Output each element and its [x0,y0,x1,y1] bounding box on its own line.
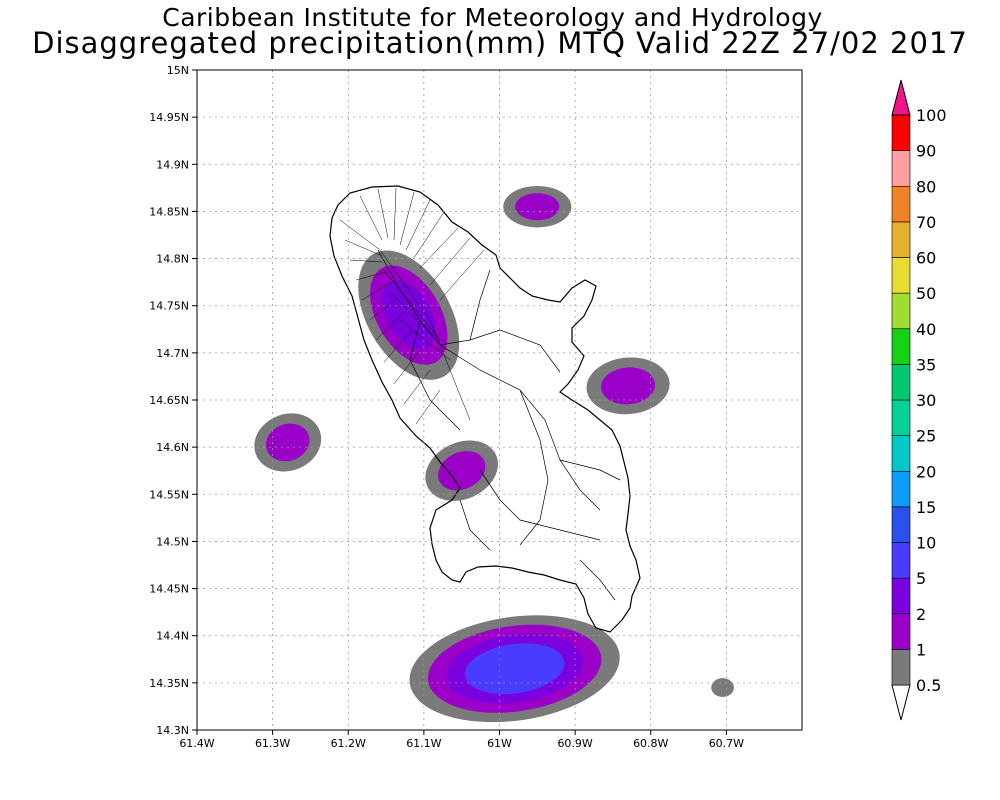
x-tick-label: 60.9W [557,737,592,750]
colorbar-label: 60 [916,249,936,268]
y-tick-label: 14.95N [149,111,189,124]
colorbar-label: 20 [916,462,936,481]
y-tick-label: 14.6N [156,441,189,454]
precipitation-layer [254,185,734,723]
colorbar-label: 15 [916,498,936,517]
colorbar-band [891,328,911,365]
colorbar-label: 1 [916,640,926,659]
colorbar-label: 90 [916,142,936,161]
martinique-coastline [329,185,641,633]
x-tick-label: 60.7W [709,737,744,750]
colorbar-band [891,364,911,401]
precip-contour [381,280,436,350]
river-network [339,187,485,425]
precip-contour [601,367,656,405]
colorbar-band [891,542,911,579]
x-tick-label: 61.2W [331,737,366,750]
colorbar-band [891,292,911,330]
y-tick-label: 14.9N [156,158,189,171]
colorbar-label: 25 [916,427,936,446]
colorbar-band [891,257,911,294]
y-tick-label: 14.35N [149,677,189,690]
y-tick-label: 14.5N [156,535,189,548]
colorbar-label: 30 [916,391,936,410]
x-tick-label: 61.3W [255,737,290,750]
colorbar-band [891,649,911,686]
y-tick-label: 14.3N [156,724,189,737]
colorbar-band [891,221,911,258]
x-tick-label: 61.1W [406,737,441,750]
island-outline [329,185,641,633]
colorbar-label: 5 [916,569,926,588]
precip-contour [438,451,486,491]
y-tick-label: 14.65N [149,394,189,407]
x-tick-label: 60.8W [633,737,668,750]
colorbar-band [891,577,911,615]
colorbar-low-arrow [891,684,911,721]
precip-contour [711,678,734,697]
title-line-1: Caribbean Institute for Meteorology and … [162,3,823,32]
x-tick-label: 61.4W [179,737,214,750]
y-tick-label: 14.4N [156,630,189,643]
colorbar-label: 50 [916,284,936,303]
precip-contour [515,193,560,221]
axis-ticks: 61.4W 61.3W 61.2W 61.1W 61W 60.9W 60.8W 60.7W 14… [149,64,744,750]
colorbar-label: 10 [916,534,936,553]
colorbar-label: 70 [916,213,936,232]
colorbar-label: 35 [916,355,936,374]
grid-lines [197,70,802,730]
y-tick-label: 14.7N [156,347,189,360]
y-tick-label: 14.8N [156,253,189,266]
y-tick-label: 14.55N [149,488,189,501]
colorbar-band [891,114,911,151]
colorbar-band [891,613,911,650]
colorbar-band [891,185,911,223]
colorbar-band [891,399,911,436]
colorbar-label: 100 [916,106,947,125]
colorbar-band [891,150,911,187]
title-line-2: Disaggregated precipitation(mm) MTQ Vali… [32,26,968,60]
precip-contour [266,423,310,462]
colorbar-high-arrow [891,79,911,116]
colorbar-label: 40 [916,320,936,339]
colorbar-band [891,470,911,508]
colorbar-band [891,435,911,472]
colorbar-band [891,506,911,543]
x-tick-label: 61W [487,737,512,750]
colorbar-label: 0.5 [916,676,941,695]
colorbar-label: 2 [916,605,926,624]
y-tick-label: 15N [167,64,189,77]
precip-contour [464,643,565,695]
district-boundaries [377,249,621,601]
colorbar-label: 80 [916,177,936,196]
y-tick-label: 14.75N [149,300,189,313]
y-tick-label: 14.85N [149,205,189,218]
y-tick-label: 14.45N [149,583,189,596]
